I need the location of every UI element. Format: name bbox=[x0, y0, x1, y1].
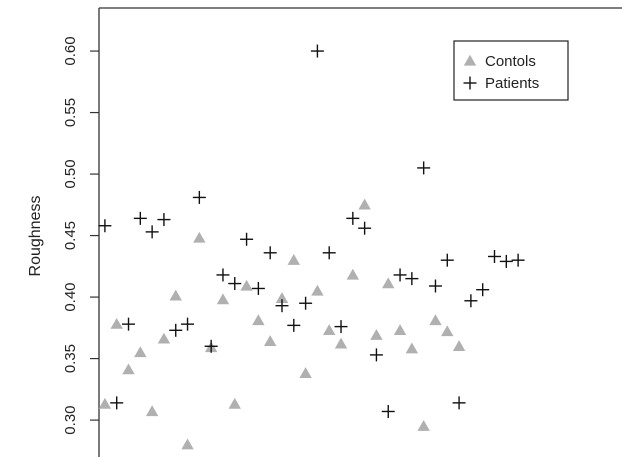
patient-point bbox=[110, 396, 124, 410]
legend-plus-marker bbox=[463, 76, 477, 90]
y-tick-label: 0.45 bbox=[62, 221, 79, 250]
y-tick-label: 0.50 bbox=[62, 159, 79, 188]
patient-point bbox=[299, 296, 313, 310]
series-contols bbox=[98, 198, 466, 450]
legend-triangle-marker bbox=[463, 54, 477, 66]
patient-point bbox=[346, 211, 360, 225]
patient-point bbox=[511, 253, 525, 267]
patient-point bbox=[487, 249, 501, 263]
patient-point bbox=[145, 225, 159, 239]
y-tick-label: 0.30 bbox=[62, 405, 79, 434]
patient-point bbox=[358, 221, 372, 235]
control-point bbox=[181, 438, 194, 450]
legend-label: Contols bbox=[485, 53, 536, 70]
patient-point bbox=[452, 396, 466, 410]
patient-point bbox=[381, 404, 395, 418]
patient-point bbox=[499, 254, 513, 268]
patient-point bbox=[310, 44, 324, 58]
control-point bbox=[287, 253, 300, 265]
patient-point bbox=[275, 299, 289, 313]
patient-point bbox=[322, 246, 336, 260]
patient-point bbox=[228, 277, 242, 291]
patient-point bbox=[369, 348, 383, 362]
control-point bbox=[405, 342, 419, 354]
y-axis-label: Roughness bbox=[27, 196, 44, 277]
patient-point bbox=[240, 232, 254, 246]
patient-point bbox=[428, 279, 442, 293]
series-patients bbox=[98, 44, 525, 418]
control-point bbox=[452, 340, 466, 351]
control-point bbox=[240, 279, 253, 291]
patient-point bbox=[157, 213, 171, 227]
control-point bbox=[134, 346, 147, 358]
patient-point bbox=[122, 317, 136, 331]
control-point bbox=[110, 317, 123, 329]
control-point bbox=[323, 324, 336, 335]
control-point bbox=[393, 324, 407, 335]
patient-point bbox=[476, 283, 490, 297]
patient-point bbox=[98, 219, 112, 233]
control-point bbox=[358, 198, 371, 210]
control-point bbox=[122, 363, 135, 375]
legend-label: Patients bbox=[485, 75, 539, 92]
plot-frame bbox=[98, 7, 622, 457]
patient-point bbox=[440, 253, 454, 267]
patient-point bbox=[192, 190, 206, 204]
control-point bbox=[263, 335, 277, 347]
y-tick-label: 0.35 bbox=[62, 344, 79, 373]
control-point bbox=[252, 314, 265, 326]
patient-point bbox=[393, 268, 407, 282]
patient-point bbox=[464, 294, 478, 308]
patient-point bbox=[216, 268, 230, 282]
control-point bbox=[145, 405, 159, 417]
control-point bbox=[169, 289, 182, 301]
legend: Contols Patients bbox=[453, 40, 569, 101]
data-points bbox=[98, 44, 525, 450]
control-point bbox=[334, 337, 348, 349]
control-point bbox=[429, 314, 442, 326]
patient-point bbox=[405, 272, 419, 286]
y-tick-label: 0.60 bbox=[62, 36, 79, 65]
control-point bbox=[228, 397, 241, 409]
control-point bbox=[417, 420, 430, 431]
patient-point bbox=[204, 339, 218, 353]
control-point bbox=[193, 231, 206, 243]
patient-point bbox=[169, 323, 183, 337]
patient-point bbox=[287, 318, 301, 332]
y-tick-label: 0.40 bbox=[62, 282, 79, 311]
y-axis: 0.30 0.35 0.40 0.45 0.50 0.55 0.60 bbox=[62, 36, 99, 435]
control-point bbox=[441, 325, 454, 337]
patient-point bbox=[181, 317, 195, 331]
legend-box bbox=[453, 40, 569, 101]
patient-point bbox=[263, 246, 277, 260]
control-point bbox=[299, 367, 312, 379]
control-point bbox=[311, 284, 324, 296]
control-point bbox=[275, 292, 289, 303]
control-point bbox=[346, 268, 360, 280]
control-point bbox=[370, 329, 383, 340]
control-point bbox=[157, 332, 171, 344]
patient-point bbox=[417, 161, 431, 175]
patient-point bbox=[334, 320, 348, 334]
control-point bbox=[98, 397, 112, 409]
patient-point bbox=[251, 281, 265, 295]
patient-point bbox=[133, 211, 147, 225]
control-point bbox=[382, 277, 395, 289]
control-point bbox=[216, 293, 230, 305]
y-tick-label: 0.55 bbox=[62, 98, 79, 127]
